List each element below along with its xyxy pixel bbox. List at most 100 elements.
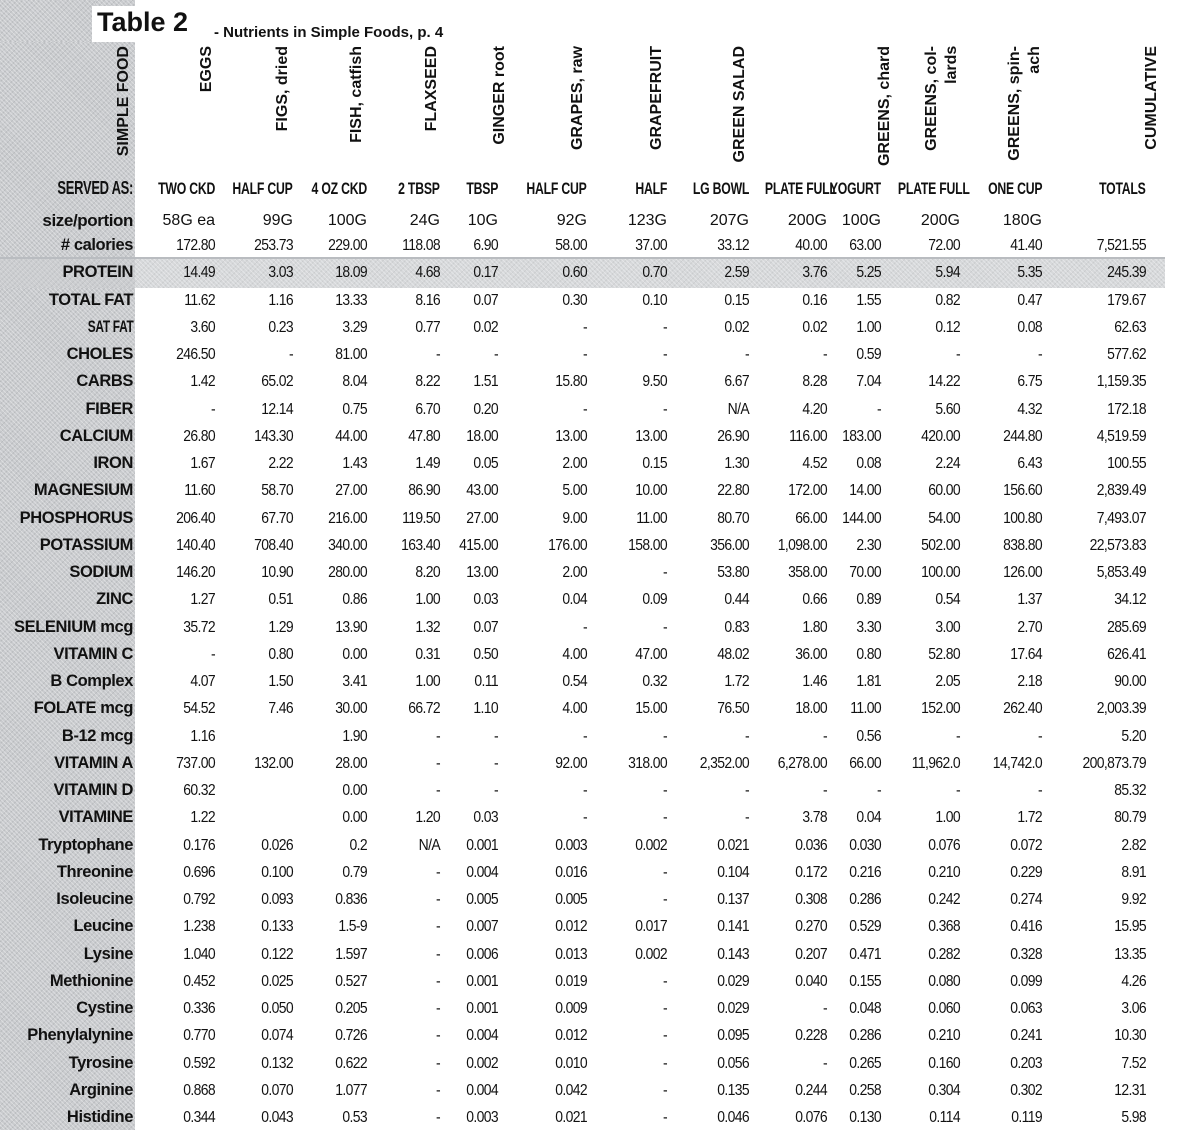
table-row: Phenylalynine 0.770 0.074 0.726 - 0.004 0.012 -…	[0, 1022, 1178, 1049]
table-cell: 1.72	[1017, 809, 1042, 827]
table-cell: 0.622	[335, 1054, 367, 1072]
table-cell: 119.50	[402, 509, 440, 527]
table-cell: -	[822, 1000, 828, 1017]
size-cell: 99G	[262, 212, 293, 229]
table-cell: 34.12	[1114, 591, 1146, 609]
table-cell: -	[435, 863, 441, 881]
table-cell: 0.30	[562, 291, 587, 309]
column-header: GRAPES, raw	[569, 46, 586, 151]
table-cell: -	[662, 346, 668, 363]
table-cell: 0.042	[555, 1081, 587, 1099]
table-row: Cystine 0.336 0.050 0.205 - 0.001 0.009 - 0.029 -…	[0, 995, 1178, 1022]
table-cell: 318.00	[628, 754, 668, 772]
row-label: Phenylalynine	[27, 1026, 133, 1045]
size-cell: 100G	[841, 212, 881, 229]
table-cell: 44.00	[335, 427, 367, 445]
table-cell: 206.40	[176, 509, 216, 527]
column-header: GREENS, spin- ach	[1006, 46, 1043, 161]
table-cell: -	[435, 346, 441, 363]
table-cell: 179.67	[1107, 291, 1147, 309]
table-cell: -	[582, 727, 588, 745]
table-cell: 0.79	[342, 863, 367, 881]
table-cell: -	[582, 346, 588, 363]
table-cell: 2.22	[268, 455, 293, 472]
table-cell: -	[744, 346, 750, 363]
table-row: B-12 mcg 1.16 1.90 - - - - - - 0.56 - - 5.20	[0, 723, 1178, 750]
size-cell: 100G	[327, 212, 367, 229]
column-header: FIGS, dried	[274, 46, 291, 132]
table-cell: 0.001	[466, 1000, 498, 1017]
table-cell: 12.14	[261, 400, 293, 418]
table-row: TOTAL FAT 11.62 1.16 13.33 8.16 0.07 0.30 0.10 0…	[0, 287, 1178, 314]
table-cell: 7,493.07	[1096, 509, 1147, 527]
table-cell: 1,098.00	[777, 536, 828, 554]
table-cell: -	[662, 618, 668, 636]
table-cell: 245.39	[1107, 264, 1147, 282]
table-cell: 0.59	[856, 346, 881, 363]
table-cell: -	[662, 809, 668, 827]
table-cell: 7.52	[1121, 1054, 1146, 1072]
table-cell: 81.00	[335, 346, 367, 363]
table-cell: 80.79	[1114, 809, 1146, 827]
row-label: VITAMIN D	[53, 781, 133, 799]
table-cell: -	[582, 809, 588, 827]
table-cell: 8.91	[1121, 863, 1146, 881]
table-cell: 4.20	[802, 400, 827, 418]
table-cell: 2.05	[935, 673, 960, 690]
table-cell: 0.093	[261, 891, 293, 908]
table-cell: 1.55	[856, 291, 881, 309]
table-cell: 0.005	[555, 891, 587, 908]
row-label-background	[0, 0, 135, 1130]
served-as-value: YOGURT	[829, 179, 881, 198]
table-cell: 0.770	[183, 1027, 215, 1045]
table-cell: 66.00	[849, 754, 881, 772]
table-cell: 0.726	[335, 1027, 367, 1045]
table-cell: 7.04	[856, 373, 881, 391]
table-cell: 0.02	[473, 318, 498, 336]
table-cell: -	[435, 754, 441, 772]
table-cell: 708.40	[254, 536, 294, 554]
table-cell: 0.60	[562, 264, 587, 282]
table-cell: 1.238	[183, 918, 215, 936]
table-cell: 0.007	[466, 918, 498, 936]
table-cell: 0.001	[466, 972, 498, 990]
column-header: FISH, catfish	[348, 46, 365, 143]
table-cell: 0.304	[928, 1081, 960, 1099]
size-cell: 58G ea	[162, 212, 215, 229]
table-cell: 28.00	[335, 754, 367, 772]
table-cell: 60.32	[183, 782, 215, 799]
table-cell: 47.00	[635, 645, 667, 663]
table-cell: -	[744, 809, 750, 827]
table-cell: 0.10	[642, 291, 667, 309]
table-cell: 1.81	[856, 673, 881, 690]
table-cell: 48.02	[717, 645, 749, 663]
table-cell: 0.004	[466, 1081, 498, 1099]
table-cell: 0.04	[562, 591, 587, 609]
table-cell: 100.00	[921, 564, 961, 581]
table-cell: 200,873.79	[1082, 754, 1146, 772]
row-label: CARBS	[76, 372, 133, 391]
table-cell: -	[955, 346, 961, 363]
table-cell: 6.67	[724, 373, 749, 391]
table-cell: 2.59	[724, 264, 749, 282]
served-as-value: LG BOWL	[692, 179, 750, 198]
row-label: Cystine	[76, 999, 133, 1017]
table-cell: 1.43	[342, 455, 367, 472]
table-cell: 0.03	[473, 591, 498, 609]
protein-highlight-band	[0, 259, 1165, 288]
table-cell: 13.35	[1114, 945, 1146, 963]
table-cell: 143.30	[254, 427, 294, 445]
table-cell: 0.050	[261, 1000, 293, 1017]
served-as-cell: YOGURT	[791, 175, 881, 203]
table-cell: -	[876, 782, 882, 799]
table-cell: 1.67	[190, 455, 215, 472]
table-cell: -	[662, 1054, 668, 1072]
table-row: Leucine 1.238 0.133 1.5-9 - 0.007 0.012 0.017 0.…	[0, 913, 1178, 940]
table-cell: 0.44	[724, 591, 749, 609]
served-as-label: SERVED AS:	[57, 178, 133, 198]
table-cell: 0.15	[724, 291, 749, 309]
row-label: Lysine	[83, 944, 134, 963]
table-cell: 1.80	[802, 618, 827, 636]
table-cell: 262.40	[1003, 700, 1043, 718]
table-row: Arginine 0.868 0.070 1.077 - 0.004 0.042 - 0.135…	[0, 1077, 1178, 1104]
